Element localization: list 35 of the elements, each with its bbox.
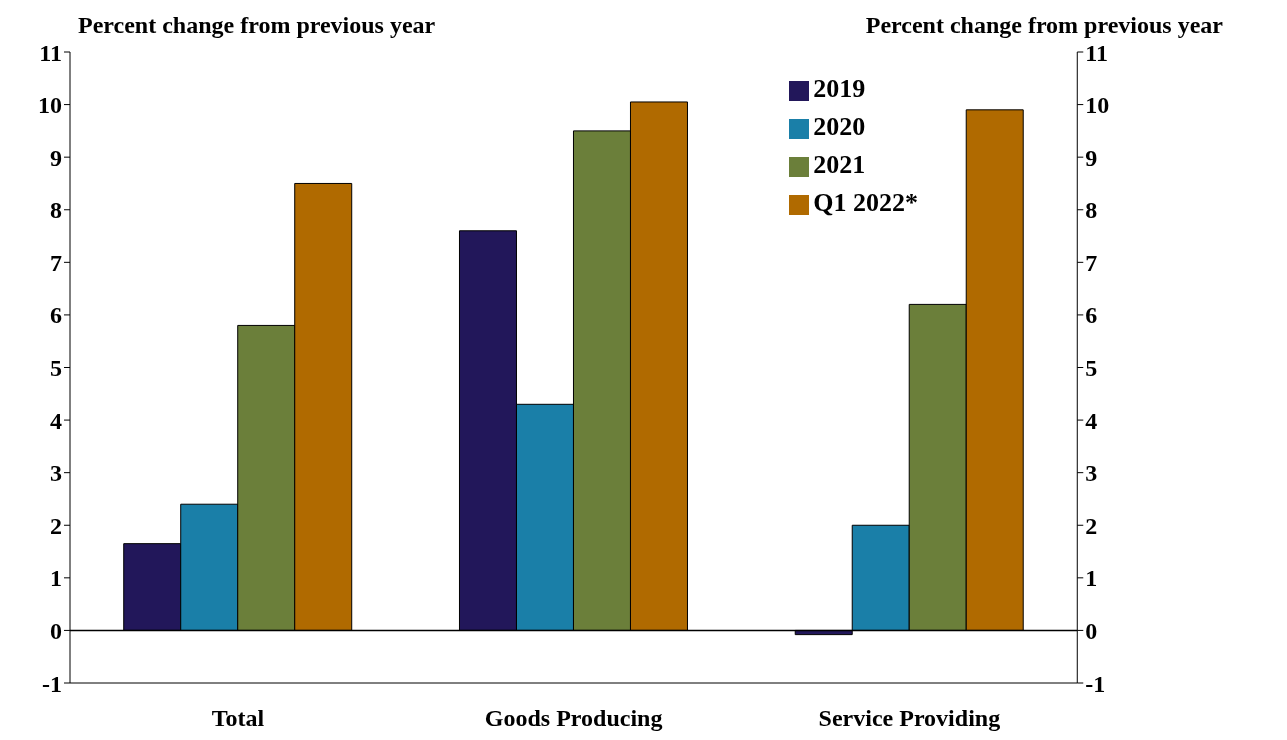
y2-tick-label: 4 [1085, 407, 1098, 434]
y-tick-label: 10 [38, 92, 62, 119]
legend-label: 2020 [813, 112, 866, 141]
y2-tick-label: -1 [1085, 670, 1106, 697]
legend-label: 2019 [813, 74, 866, 103]
y2-tick-label: 7 [1085, 249, 1098, 276]
x-tick-label: Service Providing [818, 705, 1001, 732]
y2-tick-label: 0 [1085, 617, 1098, 644]
y-tick-label: 7 [50, 249, 62, 276]
y-tick-label: 8 [50, 197, 62, 224]
y2-tick-label: 8 [1085, 197, 1098, 224]
y-tick-label: 1 [50, 565, 62, 592]
y-tick-label: 0 [50, 617, 62, 644]
y2-axis-title: Percent change from previous year [865, 12, 1223, 39]
y2-tick-label: 5 [1085, 355, 1098, 382]
y-tick-label: 11 [39, 39, 62, 66]
x-tick-label: Total [211, 705, 265, 732]
x-tick-label: Goods Producing [484, 705, 663, 732]
legend-label: 2021 [813, 150, 866, 179]
y2-tick-label: 1 [1085, 565, 1098, 592]
y2-tick-label: 9 [1085, 144, 1098, 171]
y-axis-title: Percent change from previous year [78, 12, 436, 39]
legend-label: Q1 2022* [813, 188, 918, 217]
y2-tick-label: 11 [1085, 39, 1108, 66]
y-tick-label: 4 [50, 407, 62, 434]
y-tick-label: 3 [50, 460, 62, 487]
y-tick-label: 2 [50, 512, 62, 539]
y2-tick-label: 3 [1085, 460, 1098, 487]
y2-tick-label: 6 [1085, 302, 1098, 329]
y-tick-label: 6 [50, 302, 62, 329]
y-tick-label: -1 [42, 670, 62, 697]
y2-tick-label: 10 [1085, 92, 1110, 119]
y2-tick-label: 2 [1085, 512, 1098, 539]
y-tick-label: 9 [50, 144, 62, 171]
y-tick-label: 5 [50, 355, 62, 382]
